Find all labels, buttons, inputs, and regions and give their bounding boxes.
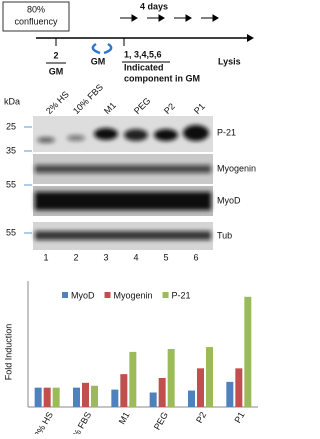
x-tick-label: 2% HS [32, 410, 55, 434]
y-axis-label: Fold Induction [3, 324, 13, 381]
bar [111, 389, 119, 407]
bar [129, 351, 137, 407]
bar [244, 296, 252, 407]
bar [226, 381, 234, 407]
bar [149, 392, 157, 407]
legend-swatch [162, 292, 169, 298]
bar [206, 347, 213, 407]
legend-label: P-21 [172, 290, 191, 300]
marker: 25 [6, 121, 16, 131]
unit: kDa [4, 96, 20, 106]
lane-label: P1 [192, 101, 207, 116]
bar [158, 378, 166, 407]
duration: 4 days [140, 1, 168, 11]
x-tick-label: P2 [194, 410, 208, 425]
lane-label: P2 [162, 101, 177, 116]
protein: MyoD [217, 195, 241, 205]
bar [197, 368, 204, 407]
marker: 55 [6, 227, 16, 237]
marker-ticks [24, 126, 32, 234]
bar [73, 387, 80, 407]
protein: P-21 [217, 127, 236, 137]
bar [120, 374, 128, 407]
lane-number: 1 [43, 252, 48, 262]
legend-swatch [62, 292, 68, 298]
lane-number: 2 [73, 252, 78, 262]
end-label: Lysis [218, 56, 241, 66]
step-label: GM [91, 56, 106, 66]
lane-numbers: 1 2 3 4 5 6 [43, 252, 198, 262]
bar [235, 368, 243, 407]
step-label: 1, 3,4,5,6 [124, 49, 162, 59]
lane-number: 3 [103, 252, 108, 262]
bar [188, 390, 195, 407]
bar [52, 387, 60, 407]
bar [167, 349, 175, 407]
lane-label: M1 [102, 100, 118, 116]
bar-chart: 2% HS 10% FBS M1 PEG P2 P1 MyoD Myogenin P-21 [27, 281, 258, 439]
x-tick-label: 10% FBS [66, 410, 94, 434]
x-tick-label: P1 [232, 410, 246, 425]
arrowhead [247, 34, 254, 42]
medium-change-icon [91, 42, 113, 55]
lane-label: 10% FBS [71, 82, 105, 116]
protein: Myogenin [217, 163, 256, 173]
legend-label: Myogenin [114, 290, 153, 300]
protein: Tub [217, 230, 232, 240]
x-tick-label: PEG [152, 410, 170, 431]
bar [34, 387, 42, 407]
lane-label: 2% HS [44, 89, 71, 116]
step-label: component in GM [124, 73, 200, 83]
box [2, 1, 70, 32]
legend-swatch [104, 292, 111, 298]
marker: 35 [6, 145, 16, 155]
bands [35, 125, 211, 240]
bar [43, 387, 51, 407]
x-tick-label: M1 [117, 410, 132, 426]
step-label: 2 [53, 50, 58, 60]
step-label: GM [49, 66, 64, 76]
box-text: 80% [27, 4, 45, 14]
bar [82, 382, 89, 407]
lane-label: PEG [132, 96, 153, 117]
step-label: Indicated [124, 62, 164, 72]
lane-number: 5 [163, 252, 168, 262]
lane-labels: 2% HS 10% FBS M1 PEG P2 P1 [44, 82, 207, 116]
day-arrows [120, 14, 219, 22]
bar [91, 385, 98, 407]
legend-label: MyoD [71, 290, 95, 300]
lane-number: 6 [193, 252, 198, 262]
lane-number: 4 [133, 252, 138, 262]
box-text: confluency [14, 16, 58, 26]
figure: 80% confluency 4 days 2 GM GM 1, 3,4,5,6… [2, 1, 258, 439]
marker: 55 [6, 179, 16, 189]
